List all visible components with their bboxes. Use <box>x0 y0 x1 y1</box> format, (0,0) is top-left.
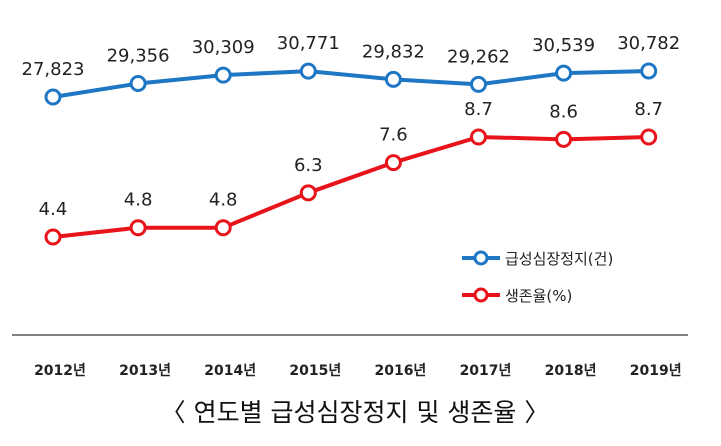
series-2-point <box>384 154 402 172</box>
series-1-point <box>384 70 402 88</box>
series-2-point <box>129 219 147 237</box>
legend: 급성심장정지(건) 생존율(%) <box>462 250 613 305</box>
series-2-data-label: 4.4 <box>39 199 68 220</box>
series-1-data-label: 29,262 <box>447 46 510 67</box>
legend-label: 급성심장정지(건) <box>505 250 613 268</box>
series-2: 4.4 4.8 4.8 6.3 7.6 8.7 8.6 8.7 <box>39 99 663 246</box>
series-2-data-label: 6.3 <box>294 155 323 176</box>
series-2-data-label: 8.7 <box>464 99 493 120</box>
series-1-point <box>214 66 232 84</box>
x-tick-label: 2013년 <box>119 363 171 379</box>
series-1-point <box>299 62 317 80</box>
series-2-point <box>470 128 487 146</box>
series-1-point <box>44 88 62 106</box>
legend-item-1: 급성심장정지(건) <box>462 250 613 268</box>
series-1-data-label: 30,782 <box>617 33 680 54</box>
series-1-data-label: 30,539 <box>532 35 595 56</box>
legend-swatch-marker <box>473 250 489 266</box>
series-2-point <box>214 219 232 237</box>
series-2-line <box>52 135 649 239</box>
x-tick-label: 2014년 <box>204 363 256 379</box>
series-2-point <box>640 128 658 146</box>
x-tick-label: 2018년 <box>545 363 597 379</box>
series-1-point <box>640 62 658 80</box>
series-1-line <box>52 69 649 99</box>
series-2-data-label: 8.6 <box>549 101 578 122</box>
series-1-data-label: 30,309 <box>192 37 255 58</box>
series-2-point <box>299 184 317 202</box>
series-1-point <box>470 75 487 93</box>
series-2-data-label: 7.6 <box>379 125 408 146</box>
series-1-data-label: 30,771 <box>277 33 340 54</box>
series-2-point <box>555 130 573 148</box>
series-1-data-label: 27,823 <box>22 59 85 80</box>
x-tick-label: 2015년 <box>289 363 341 379</box>
x-tick-label: 2019년 <box>630 363 682 379</box>
series-2-data-label: 4.8 <box>209 190 238 211</box>
series-2-data-label: 8.7 <box>634 99 663 120</box>
legend-item-2: 생존율(%) <box>462 287 572 305</box>
series-2-point <box>44 228 62 246</box>
x-tick-label: 2016년 <box>374 363 426 379</box>
series-1-point <box>129 75 147 93</box>
chart-title: 〈 연도별 급성심장정지 및 생존율 〉 <box>161 398 550 427</box>
series-layer: 27,823 29,356 30,309 30,771 29,832 29,262 30,5… <box>22 33 680 246</box>
series-1-data-label: 29,832 <box>362 41 425 62</box>
series-1-point <box>555 64 573 82</box>
x-tick-label: 2017년 <box>460 363 512 379</box>
x-tick-labels: 2012년 2013년 2014년 2015년 2016년 2017년 2018년 2019년 <box>34 363 682 379</box>
series-2-data-label: 4.8 <box>124 190 153 211</box>
series-1-data-label: 29,356 <box>107 46 170 67</box>
series-1: 27,823 29,356 30,309 30,771 29,832 29,262 30,5… <box>22 33 680 106</box>
legend-swatch-marker <box>473 287 489 303</box>
x-tick-label: 2012년 <box>34 363 86 379</box>
legend-label: 생존율(%) <box>505 287 572 305</box>
